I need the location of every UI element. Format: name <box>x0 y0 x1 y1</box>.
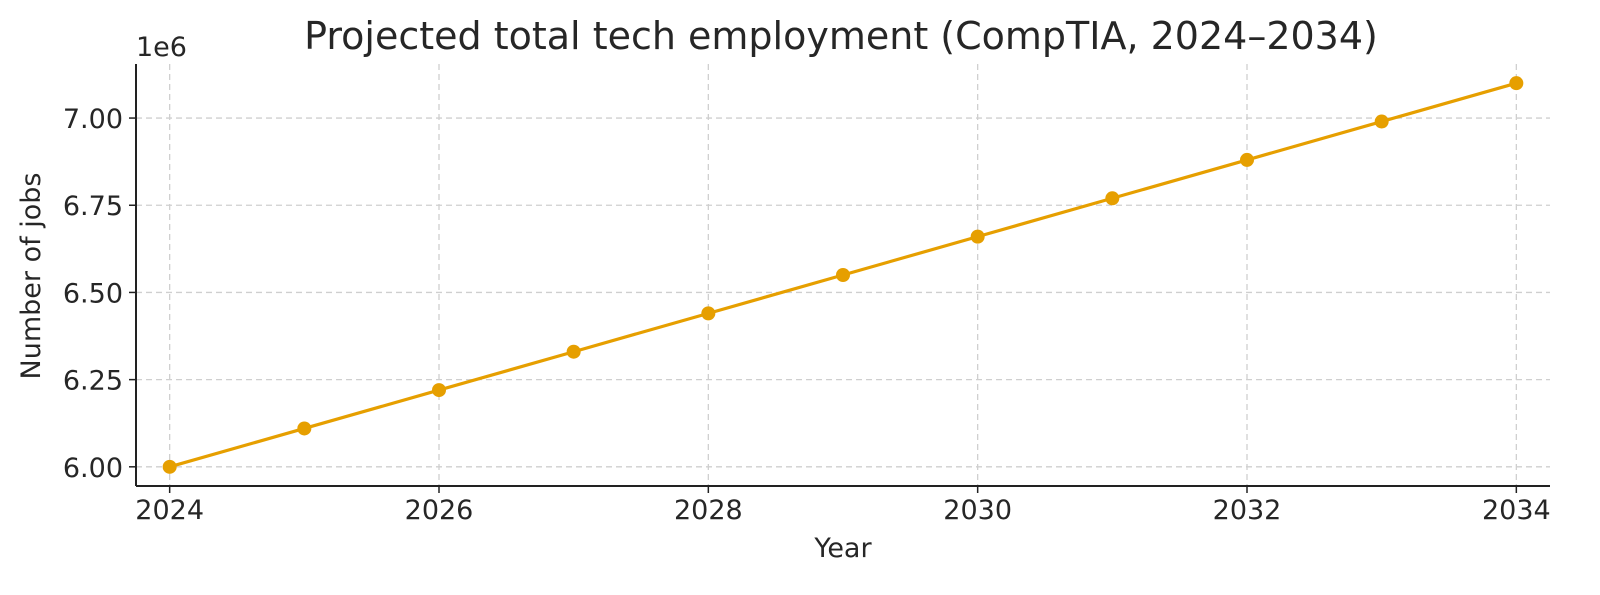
y-tick-label: 6.00 <box>63 453 123 484</box>
data-point <box>297 421 312 436</box>
x-tick-label: 2032 <box>1213 495 1282 526</box>
y-axis-label: Number of jobs <box>16 173 47 380</box>
chart-title: Projected total tech employment (CompTIA… <box>304 14 1378 58</box>
data-point <box>1374 114 1389 129</box>
data-point <box>162 459 177 474</box>
y-tick-label: 6.25 <box>63 366 123 397</box>
x-tick-label: 2030 <box>943 495 1012 526</box>
x-tick-label: 2034 <box>1482 495 1551 526</box>
y-offset-label: 1e6 <box>136 32 187 63</box>
y-tick-label: 6.75 <box>63 191 123 222</box>
data-point <box>432 383 446 398</box>
x-ticks: 2024 2026 2028 2030 2032 2034 <box>135 486 1551 526</box>
data-point <box>701 306 716 321</box>
x-tick-label: 2026 <box>405 495 474 526</box>
series <box>162 76 1524 474</box>
axes <box>135 64 1550 487</box>
y-tick-label: 6.50 <box>63 278 123 309</box>
x-tick-label: 2024 <box>135 495 204 526</box>
y-ticks: 6.00 6.25 6.50 6.75 7.00 <box>63 104 136 484</box>
data-point <box>566 344 581 359</box>
data-point <box>1509 76 1524 91</box>
data-point <box>970 229 985 244</box>
x-axis-label: Year <box>813 533 872 564</box>
data-point <box>1105 191 1120 206</box>
data-point <box>836 268 850 282</box>
data-point <box>1240 152 1254 167</box>
y-tick-label: 7.00 <box>63 104 123 135</box>
x-tick-label: 2028 <box>674 495 743 526</box>
grid <box>136 64 1550 486</box>
